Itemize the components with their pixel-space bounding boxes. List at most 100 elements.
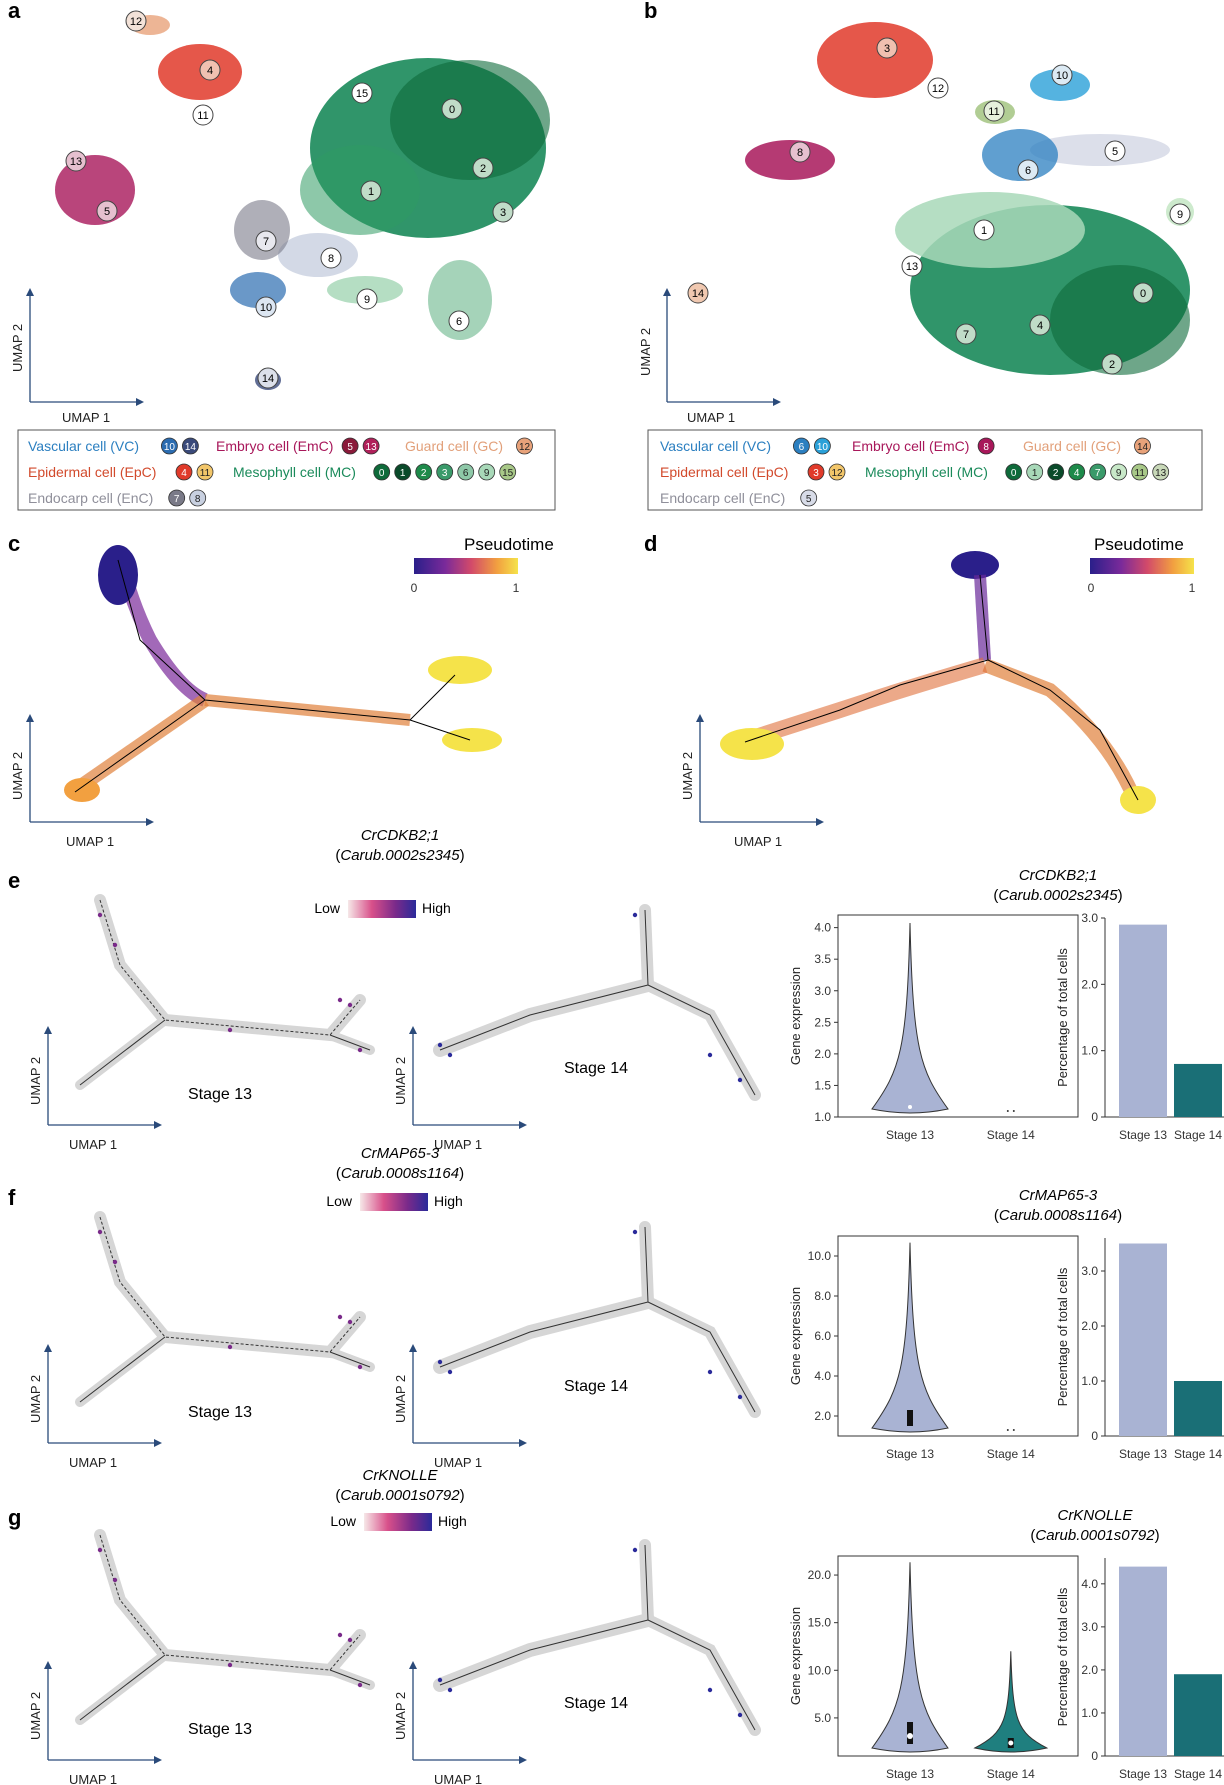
bar-y-tick-label: 1.0 [1081,1706,1098,1720]
cluster-badge-label: 5 [347,442,353,453]
violin-stage14 [973,1651,1049,1753]
stage14-label: Stage 14 [564,1695,628,1712]
cluster-badge-label: 8 [195,494,201,505]
cluster-marker-circle [356,288,378,310]
panel-label-e: e [8,868,20,893]
cluster-marker-label: 1 [368,186,374,198]
legend-a: Vascular cell (VC) 10 14 Embryo cell (EmC)… [17,429,556,511]
cluster-badge-label: 15 [502,468,514,479]
legend-b-epc: Epidermal cell (EpC) 3 12 [660,463,846,481]
trajectory-end-left [720,728,784,760]
umap-c-y-label: UMAP 2 [10,752,25,800]
bar-y-tick-label: 0 [1091,1429,1098,1443]
cluster-marker-label: 9 [1177,209,1183,221]
violin-y-tick-label: 2.0 [814,1409,831,1423]
umap-d-y-label: UMAP 2 [680,752,695,800]
cluster-marker-circle [255,296,277,318]
cluster-marker-circle [472,157,494,179]
expression-dot [347,1319,353,1325]
umap-x-label: UMAP 1 [69,1455,117,1470]
cluster-marker-circle [1101,353,1123,375]
cluster-marker-circle [1169,203,1191,225]
umap-x-label: UMAP 1 [434,1137,482,1152]
cluster-badge-label: 0 [1011,468,1017,479]
chart-gene-id: Carub.0002s2345 [998,887,1118,904]
expression-dot [337,1632,343,1638]
violin-y-tick-label: 5.0 [814,1711,831,1725]
cluster-marker-label: 8 [328,253,334,265]
chart-gene-id-line: (Carub.0002s2345) [993,887,1122,904]
cluster-marker-circle [955,323,977,345]
bar-y-tick-label: 3.0 [1081,1264,1098,1278]
expression-dot [707,1052,713,1058]
gene-name: CrKNOLLE [362,1467,438,1484]
legend-b-enc: Endocarp cell (EnC) 5 [660,489,818,507]
cluster-badge [1134,437,1151,455]
colorbar-low: Low [314,900,341,916]
bar-y-tick-label: 3.0 [1081,911,1098,925]
cluster-marker-13: 13 [901,255,923,277]
cluster-marker-1: 1 [973,219,995,241]
cluster-badge-label: 3 [813,468,819,479]
cluster-marker-label: 1 [981,225,987,237]
paren-close: ) [1118,887,1123,904]
cluster-marker-label: 6 [1025,165,1031,177]
legend-label: Mesophyll cell (MC) [865,464,988,480]
trajectory-cells [94,1211,366,1359]
cluster-blob [982,129,1058,181]
trajectory-line [439,984,649,1051]
cluster-marker-circle [973,219,995,241]
cluster-marker-circle [1051,64,1073,86]
cluster-marker-13: 13 [65,150,87,172]
bar-y-label: Percentage of total cells [1055,948,1070,1087]
violin-y-tick-label: 1.0 [814,1110,831,1124]
cluster-badge [1089,463,1107,481]
cluster-marker-label: 5 [1112,146,1118,158]
cluster-badge-label: 5 [806,494,812,505]
bar-x-label-13: Stage 13 [1119,1767,1167,1781]
cluster-marker-label: 11 [988,106,999,118]
legend-label: Guard cell (GC) [1023,438,1121,454]
gene-id-line: (Carub.0002s2345) [335,847,464,864]
expression-dot [437,1359,443,1365]
umap-a-x-label: UMAP 1 [62,410,110,425]
umap-b-clusters [745,22,1194,375]
cluster-marker-circle [901,255,923,277]
violin-box13 [907,1410,913,1426]
legend-label: Epidermal cell (EpC) [660,464,788,480]
stage14-label: Stage 14 [564,1060,628,1077]
expression-dot [97,1229,103,1235]
umap-a-y-label: UMAP 2 [10,324,25,372]
cluster-badge-label: 14 [185,442,197,453]
cluster-marker-1: 1 [360,180,382,202]
trajectory-end-left [64,778,100,802]
cluster-blob [817,22,933,98]
umap-c-y-arrow [26,714,34,722]
cluster-marker-label: 12 [932,83,944,95]
legend-b: Vascular cell (VC) 6 10 Embryo cell (EmC) 8… [647,429,1203,511]
trajectory-line [99,899,361,1036]
violin-y-tick-label: 3.0 [814,984,831,998]
cluster-marker-label: 2 [480,163,486,175]
cluster-badge-label: 13 [1155,468,1167,479]
umap-x-arrow [519,1439,527,1447]
legend-b-emc: Embryo cell (EmC) 8 [852,437,995,455]
expression-dot [737,1077,743,1083]
expression-dot [707,1687,713,1693]
cluster-badge-label: 2 [421,468,427,479]
umap-c-x-arrow [146,818,154,826]
chart-gene-id: Carub.0001s0792 [1035,1527,1155,1544]
cluster-marker-label: 5 [104,206,110,218]
expression-dot [112,1577,118,1583]
cluster-badge [800,489,818,507]
expression-dot [737,1712,743,1718]
legend-b-vc: Vascular cell (VC) 6 10 [660,437,831,455]
violin-y-label: Gene expression [788,1607,803,1705]
bar-x-label-14: Stage 14 [1174,1767,1222,1781]
violin-x-label-13: Stage 13 [886,1128,934,1142]
cluster-badge-label: 10 [817,442,829,453]
cluster-badge-label: 2 [1053,468,1059,479]
cluster-marker-circle [687,282,709,304]
violin-y-tick-label: 8.0 [814,1289,831,1303]
umap-b-x-label: UMAP 1 [687,410,735,425]
